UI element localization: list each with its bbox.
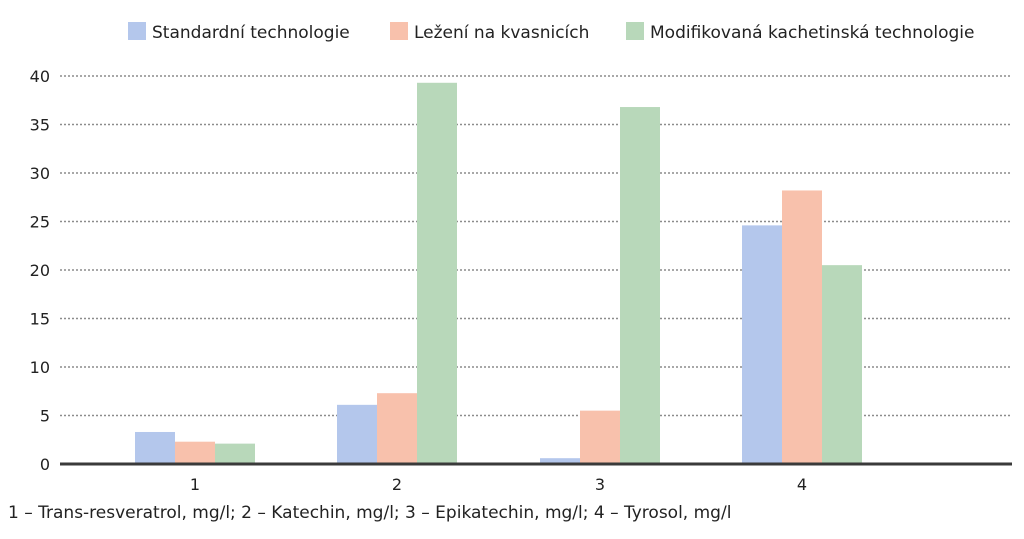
y-tick-label-0: 0	[40, 455, 50, 474]
bar-3-series-2	[580, 410, 620, 464]
bar-2-series-2	[377, 393, 417, 464]
bars	[135, 82, 862, 464]
x-tick-label-1: 1	[190, 475, 200, 494]
bar-4-series-3	[822, 265, 862, 464]
y-axis-ticks: 0 5 10 15 20 25 30 35 40	[30, 67, 50, 474]
y-tick-label-5: 5	[40, 407, 50, 426]
gridlines	[60, 75, 1010, 417]
bar-1-series-1	[135, 431, 175, 464]
y-tick-label-20: 20	[30, 261, 50, 280]
x-tick-label-2: 2	[392, 475, 402, 494]
y-tick-label-15: 15	[30, 310, 50, 329]
bar-1-series-2	[175, 441, 215, 464]
legend-swatch-3	[626, 22, 644, 40]
bar-1-series-3	[215, 443, 255, 464]
legend: Standardní technologie Ležení na kvasnicí…	[128, 22, 974, 43]
legend-label-2: Ležení na kvasnicích	[414, 23, 589, 43]
bar-4-series-2	[782, 190, 822, 464]
y-tick-label-35: 35	[30, 116, 50, 135]
y-tick-label-10: 10	[30, 358, 50, 377]
y-tick-label-30: 30	[30, 164, 50, 183]
bar-chart: Standardní technologie Ležení na kvasnicí…	[30, 22, 1012, 494]
y-tick-label-40: 40	[30, 67, 50, 86]
bar-2-series-1	[337, 404, 377, 464]
chart-caption: 1 – Trans-resveratrol, mg/l; 2 – Katechi…	[8, 503, 732, 523]
x-tick-label-3: 3	[595, 475, 605, 494]
legend-label-3: Modifikovaná kachetinská technologie	[650, 23, 974, 43]
legend-label-1: Standardní technologie	[152, 23, 350, 43]
bar-3-series-1	[540, 458, 580, 464]
bar-4-series-1	[742, 225, 782, 464]
legend-swatch-2	[390, 22, 408, 40]
x-tick-label-4: 4	[797, 475, 807, 494]
bar-3-series-3	[620, 107, 660, 464]
bar-2-series-3	[417, 82, 457, 464]
legend-swatch-1	[128, 22, 146, 40]
y-tick-label-25: 25	[30, 213, 50, 232]
x-axis-ticks: 1 2 3 4	[190, 475, 807, 494]
